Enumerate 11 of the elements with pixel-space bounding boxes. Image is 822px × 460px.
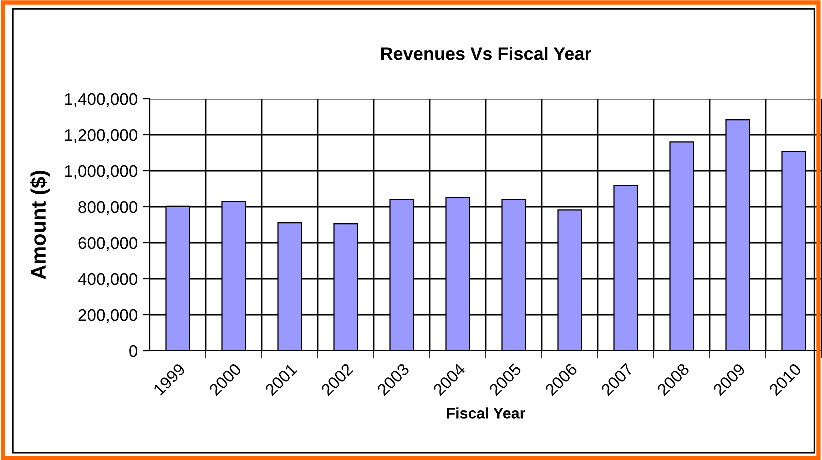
y-tick-label: 400,000 xyxy=(78,273,138,288)
y-tick-label: 1,400,000 xyxy=(65,93,138,108)
x-axis-title: Fiscal Year xyxy=(447,408,526,419)
y-tick-label: 200,000 xyxy=(78,309,138,324)
chart-title: Revenues Vs Fiscal Year xyxy=(381,47,592,60)
y-tick-label: 800,000 xyxy=(78,201,138,216)
y-tick-label: 1,000,000 xyxy=(65,165,138,180)
y-tick-label: 600,000 xyxy=(78,237,138,252)
y-tick-label: 0 xyxy=(130,345,138,358)
y-tick-label: 1,200,000 xyxy=(65,129,138,144)
y-axis-title: Amount ($) xyxy=(30,171,50,280)
